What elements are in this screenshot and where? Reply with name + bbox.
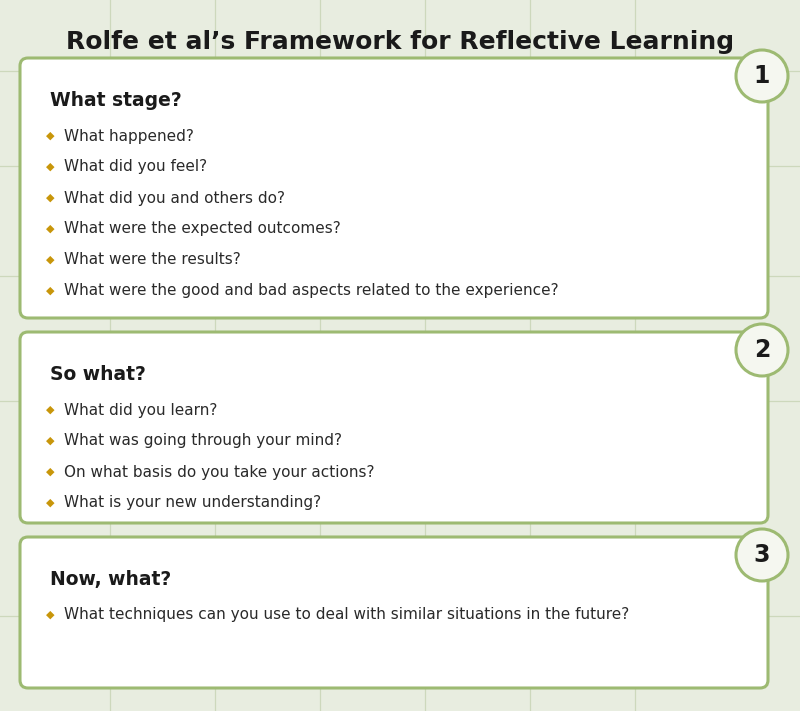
Text: Rolfe et al’s Framework for Reflective Learning: Rolfe et al’s Framework for Reflective L… [66, 30, 734, 54]
Text: ◆: ◆ [46, 405, 54, 415]
Text: What did you and others do?: What did you and others do? [64, 191, 285, 205]
Text: What techniques can you use to deal with similar situations in the future?: What techniques can you use to deal with… [64, 607, 630, 623]
Text: What were the good and bad aspects related to the experience?: What were the good and bad aspects relat… [64, 284, 558, 299]
Text: ◆: ◆ [46, 193, 54, 203]
Text: What did you learn?: What did you learn? [64, 402, 218, 417]
Text: ◆: ◆ [46, 498, 54, 508]
Circle shape [736, 50, 788, 102]
Text: ◆: ◆ [46, 467, 54, 477]
Text: What stage?: What stage? [50, 90, 182, 109]
Circle shape [736, 324, 788, 376]
Text: 2: 2 [754, 338, 770, 362]
Text: ◆: ◆ [46, 131, 54, 141]
Text: What happened?: What happened? [64, 129, 194, 144]
FancyBboxPatch shape [20, 332, 768, 523]
Text: Now, what?: Now, what? [50, 570, 171, 589]
Text: 1: 1 [754, 64, 770, 88]
Text: 3: 3 [754, 543, 770, 567]
Text: What did you feel?: What did you feel? [64, 159, 207, 174]
FancyBboxPatch shape [20, 537, 768, 688]
Text: What were the expected outcomes?: What were the expected outcomes? [64, 222, 341, 237]
Text: What was going through your mind?: What was going through your mind? [64, 434, 342, 449]
Text: ◆: ◆ [46, 224, 54, 234]
Text: What is your new understanding?: What is your new understanding? [64, 496, 321, 510]
Text: ◆: ◆ [46, 255, 54, 265]
Circle shape [736, 529, 788, 581]
Text: ◆: ◆ [46, 436, 54, 446]
Text: ◆: ◆ [46, 162, 54, 172]
FancyBboxPatch shape [20, 58, 768, 318]
Text: ◆: ◆ [46, 610, 54, 620]
Text: ◆: ◆ [46, 286, 54, 296]
Text: On what basis do you take your actions?: On what basis do you take your actions? [64, 464, 374, 479]
Text: What were the results?: What were the results? [64, 252, 241, 267]
Text: So what?: So what? [50, 365, 146, 383]
